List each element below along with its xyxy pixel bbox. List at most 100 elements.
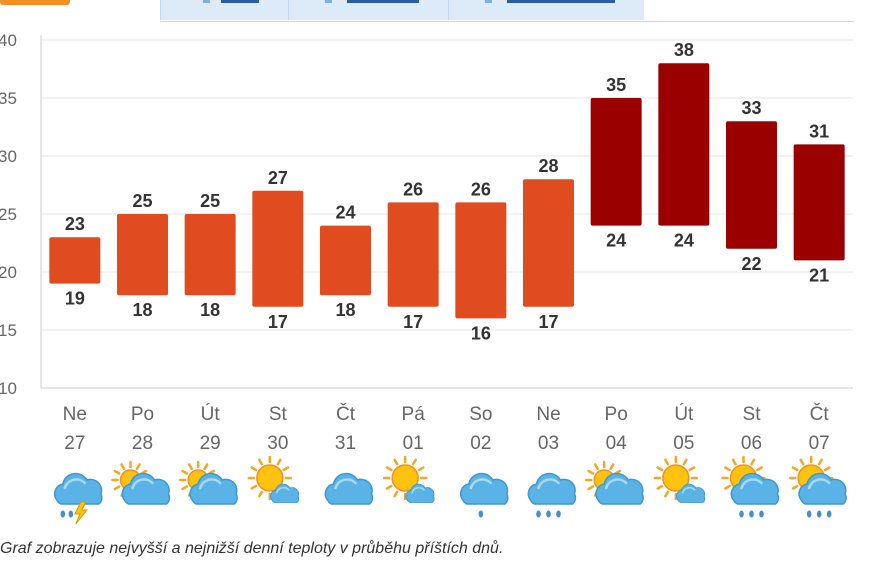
- min-temp-label: 19: [65, 289, 85, 309]
- temperature-bar: [793, 144, 845, 261]
- rain-drop: [759, 510, 764, 518]
- rain-drop: [739, 510, 744, 518]
- y-tick-label: 20: [0, 263, 17, 282]
- sun-ray: [664, 490, 670, 498]
- sun-ray: [823, 466, 831, 472]
- min-temp-label: 22: [741, 254, 761, 274]
- cloud-body: [405, 483, 435, 503]
- cloud-shape: [527, 472, 577, 505]
- tab-icon: [325, 0, 332, 3]
- sun-ray: [724, 466, 731, 472]
- min-temp-label: 16: [471, 323, 491, 343]
- x-date-label: 27: [64, 433, 85, 454]
- max-temp-label: 28: [538, 156, 558, 176]
- x-day-label: St: [269, 404, 288, 425]
- sun-disc: [662, 464, 690, 492]
- partly-cloudy-icon: [111, 460, 171, 505]
- tab-2d[interactable]: [160, 0, 289, 20]
- tab-7d[interactable]: [288, 0, 449, 20]
- tab-link[interactable]: [347, 0, 419, 3]
- tab-icon: [485, 0, 492, 3]
- x-date-label: 29: [200, 433, 221, 454]
- cloud-shape: [121, 472, 171, 505]
- rain-drop: [536, 510, 541, 518]
- cloud-body: [798, 472, 847, 505]
- x-day-label: Pá: [402, 404, 426, 425]
- sun-ray: [731, 458, 737, 466]
- sun-ray: [724, 484, 731, 490]
- max-temp-label: 31: [809, 121, 829, 141]
- cloud-shape: [54, 472, 103, 505]
- temperature-bar: [726, 121, 777, 249]
- cloud-shape: [189, 472, 238, 505]
- cloud-shape: [460, 472, 509, 505]
- tab-link[interactable]: [507, 0, 615, 3]
- x-day-label: Čt: [336, 403, 356, 425]
- x-date-label: 06: [741, 433, 762, 454]
- cloud-highlight: [469, 478, 493, 490]
- sun-ray: [799, 458, 805, 466]
- x-day-label: Po: [131, 404, 154, 425]
- cloud-shape: [730, 472, 780, 505]
- temperature-bar: [320, 225, 371, 296]
- sun-ray: [385, 466, 393, 472]
- sun-ray: [276, 458, 282, 466]
- cloud-highlight: [411, 486, 425, 494]
- cloud-body: [121, 472, 171, 505]
- rain-drop: [816, 510, 822, 518]
- temperature-bar: [523, 179, 574, 307]
- sun-ray: [258, 458, 264, 466]
- sun-ray: [791, 484, 799, 490]
- temperature-bar: [658, 63, 710, 226]
- temperature-bar: [184, 214, 236, 296]
- cloud-body: [730, 472, 780, 505]
- storm-rain-icon: [54, 472, 103, 525]
- rain-drop: [749, 510, 754, 518]
- min-temp-label: 18: [200, 300, 220, 320]
- max-temp-label: 38: [674, 40, 694, 60]
- x-date-label: 04: [606, 433, 628, 454]
- sun-ray: [393, 458, 399, 466]
- lightning-bolt: [74, 501, 88, 525]
- sun-ray: [609, 463, 615, 470]
- cloud-highlight: [334, 478, 357, 490]
- min-temp-label: 24: [606, 231, 626, 251]
- rain-drop: [546, 510, 551, 518]
- x-day-label: Ne: [63, 404, 87, 425]
- max-temp-label: 26: [471, 179, 491, 199]
- sun-cloud-icon: [653, 455, 706, 503]
- sun-ray: [656, 484, 664, 490]
- min-temp-label: 21: [809, 265, 829, 285]
- sun-ray: [250, 484, 258, 490]
- tab-icon: [203, 0, 210, 3]
- sun-ray: [258, 490, 264, 498]
- x-date-label: 31: [335, 433, 356, 454]
- x-date-label: 07: [809, 433, 830, 454]
- sun-ray: [135, 463, 141, 470]
- x-day-label: Po: [605, 404, 628, 425]
- sun-ray: [656, 466, 664, 472]
- cloud-shape: [270, 483, 300, 503]
- sun-ray: [385, 484, 393, 490]
- tab-14d[interactable]: [448, 0, 644, 20]
- x-day-label: Ne: [536, 404, 560, 425]
- x-date-label: 30: [267, 433, 288, 454]
- x-day-label: So: [469, 404, 492, 425]
- temperature-bar: [252, 190, 304, 307]
- cloud-body: [54, 472, 103, 505]
- sun-ray: [113, 469, 121, 475]
- tab-link[interactable]: [221, 0, 259, 3]
- tab-active-indicator[interactable]: [0, 0, 70, 5]
- sun-ray: [282, 466, 290, 472]
- rain-drop: [60, 510, 66, 518]
- sun-ray: [756, 466, 763, 472]
- y-tick-label: 25: [0, 205, 17, 224]
- sun-ray: [411, 458, 417, 466]
- cloud-body: [270, 483, 300, 503]
- sun-disc: [256, 464, 284, 492]
- rain-drop: [826, 510, 832, 518]
- max-temp-label: 27: [268, 168, 288, 188]
- partly-cloudy-icon: [178, 460, 238, 505]
- cloud-shape: [595, 472, 644, 505]
- x-day-label: Čt: [810, 403, 830, 425]
